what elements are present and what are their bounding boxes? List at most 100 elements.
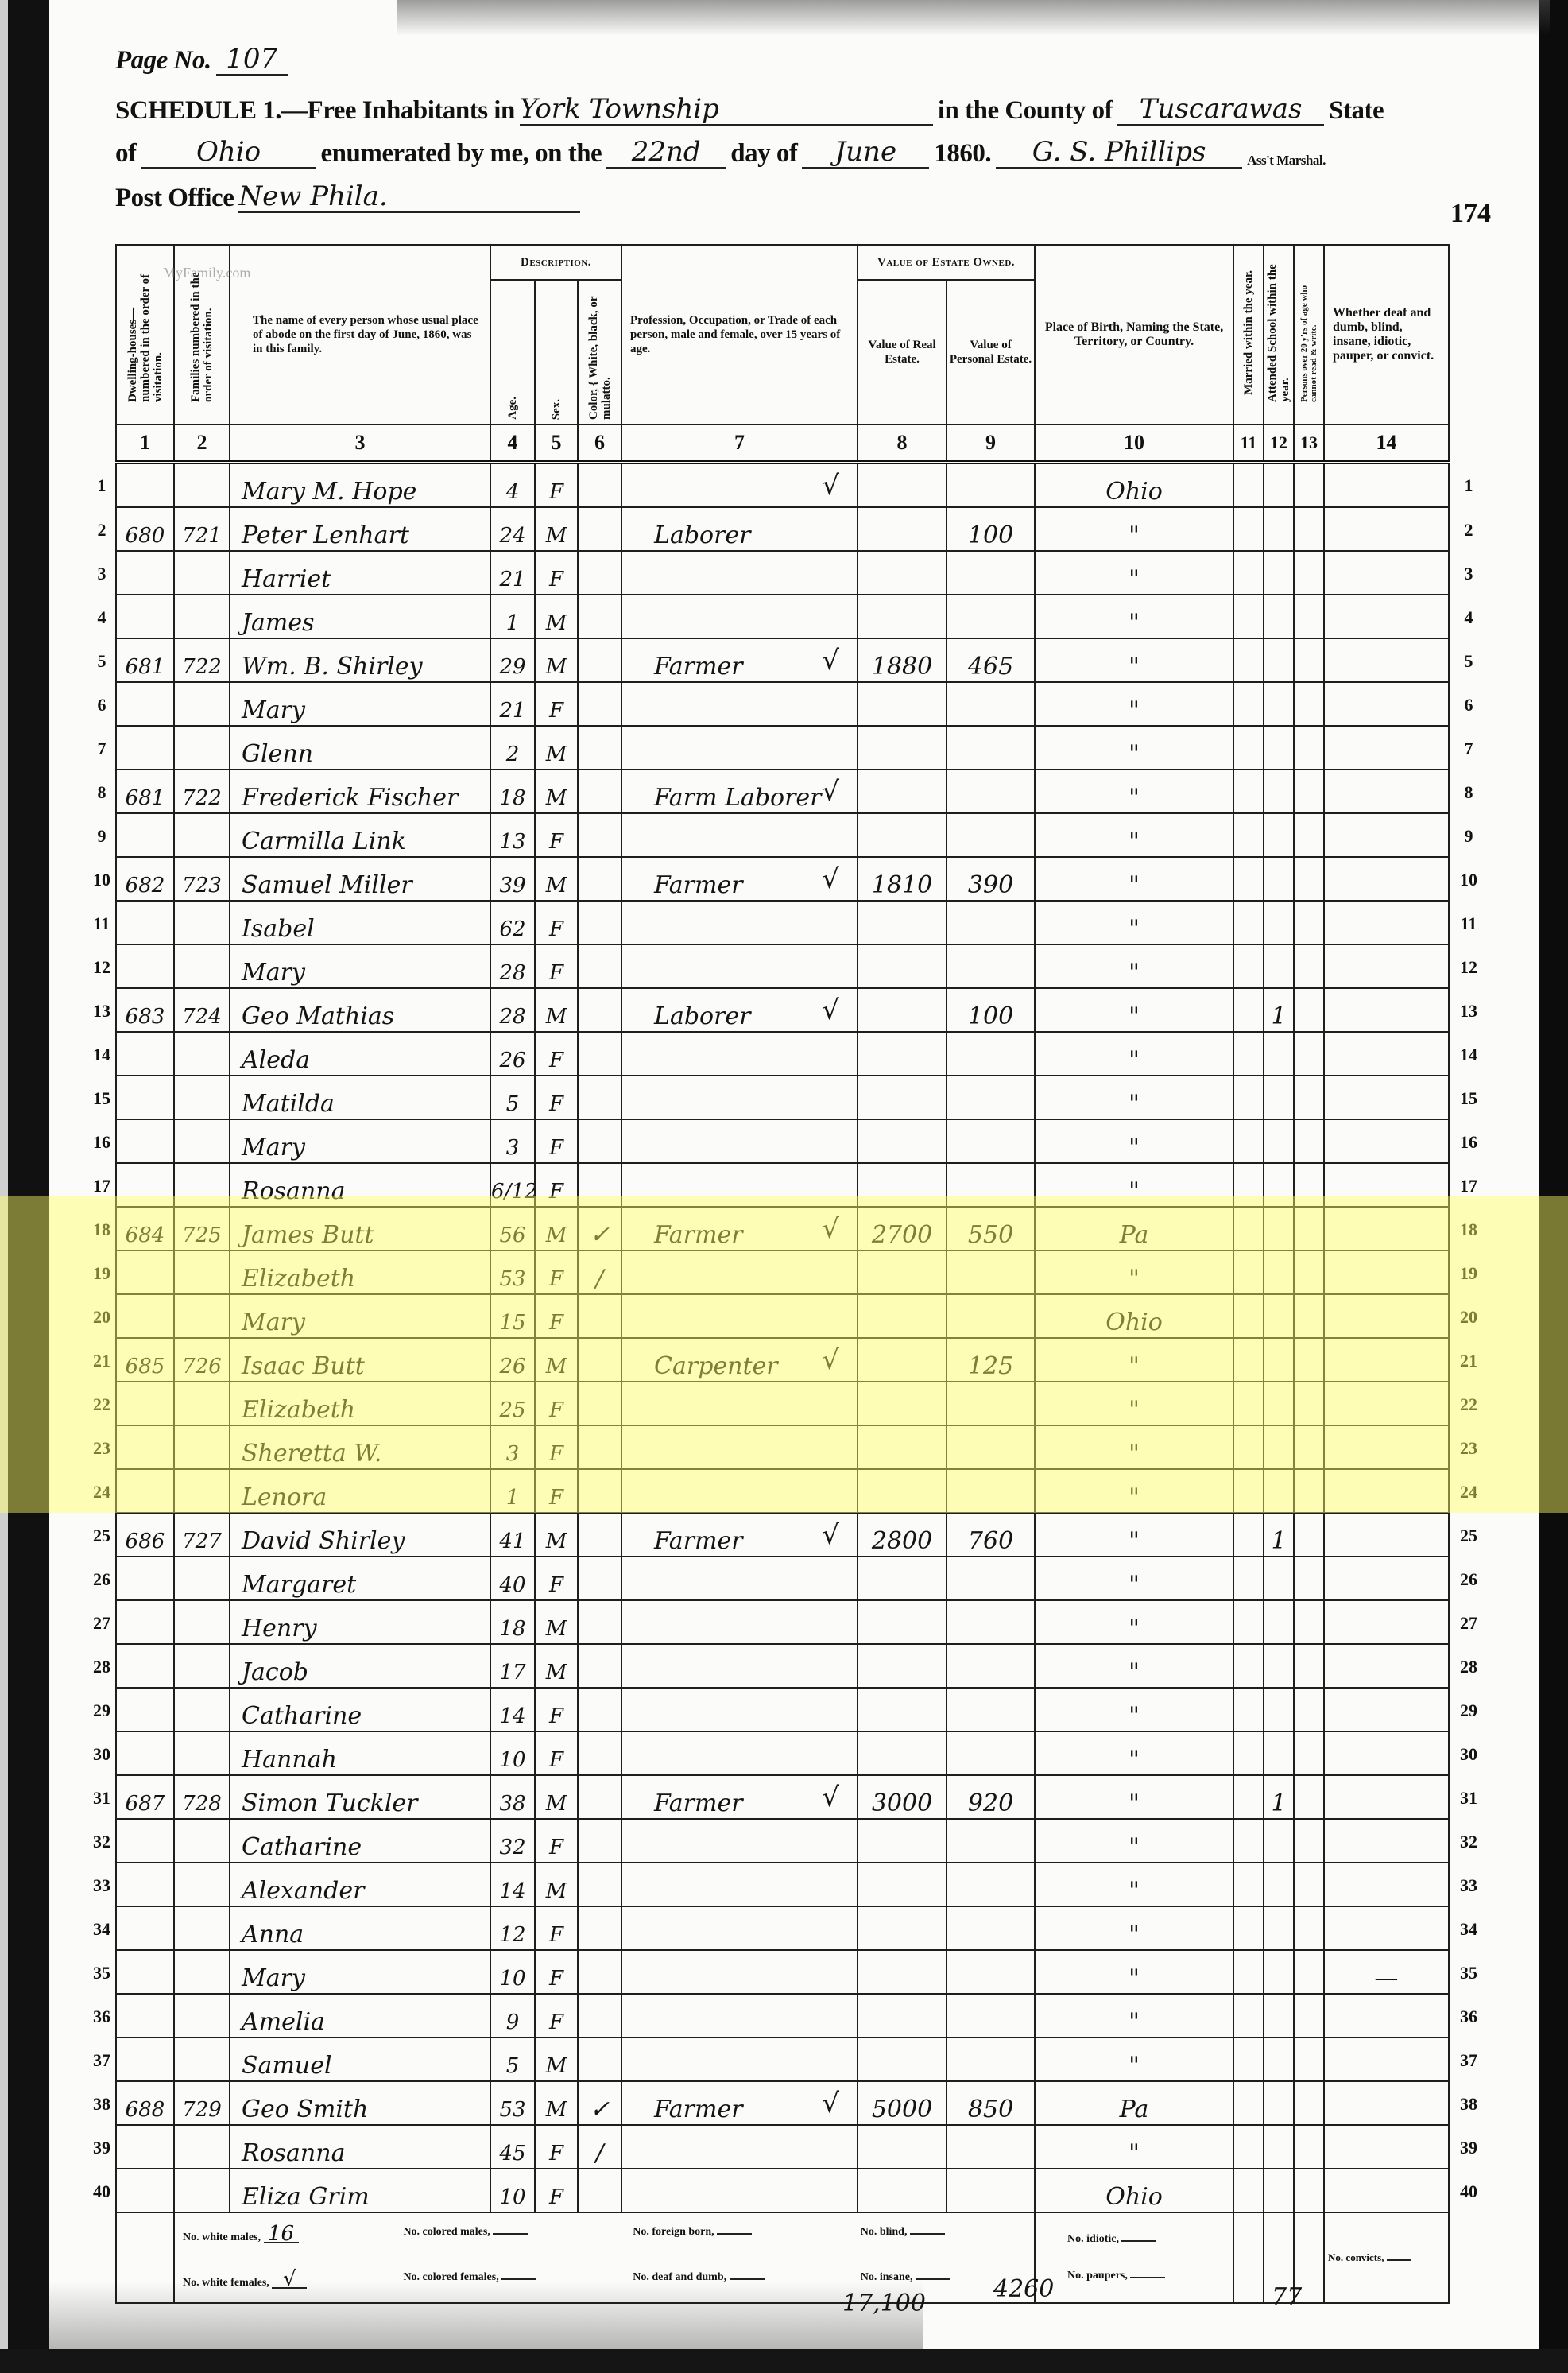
sex: M — [534, 2037, 579, 2082]
married-within-year — [1233, 1731, 1265, 1776]
birthplace: " — [1034, 1599, 1235, 1645]
color — [576, 944, 623, 989]
line-number-right: 14 — [1460, 1044, 1477, 1064]
census-row: Mary 15 F Ohio — [115, 1293, 1450, 1339]
cannot-read-write — [1293, 769, 1326, 814]
person-name: Geo Smith — [229, 2080, 491, 2126]
census-row: Amelia 9 F " — [115, 1993, 1450, 2038]
header-birthplace: Place of Birth, Naming the State, Territ… — [1034, 244, 1235, 425]
person-name: Isaac Butt — [229, 1337, 491, 1382]
header-school: Attended School within the year. — [1263, 244, 1295, 425]
cannot-read-write — [1293, 1075, 1326, 1120]
paupers-count: No. paupers, — [1067, 2270, 1232, 2282]
line-number-right: 38 — [1460, 2093, 1477, 2114]
occupation — [621, 900, 859, 945]
attended-school — [1263, 681, 1295, 727]
line-number-right: 35 — [1460, 1962, 1477, 1983]
birthplace: " — [1034, 856, 1235, 902]
real-estate-value — [857, 1731, 948, 1776]
real-estate-value — [857, 812, 948, 858]
personal-estate-value — [946, 1075, 1036, 1120]
sex: F — [534, 1162, 579, 1208]
cannot-read-write — [1293, 944, 1326, 989]
infirmity — [1323, 1818, 1450, 1863]
sex: M — [534, 1206, 579, 1251]
person-name: Amelia — [229, 1993, 491, 2038]
county-field: Tuscarawas — [1117, 94, 1325, 126]
person-name: Lenora — [229, 1468, 491, 1514]
infirmity — [1323, 1119, 1450, 1164]
line-number-right: 15 — [1460, 1088, 1477, 1108]
family-number — [173, 1906, 230, 1951]
family-number — [173, 1381, 230, 1426]
sex: F — [534, 1993, 579, 2038]
page-number: 107 — [215, 44, 288, 76]
birthplace: " — [1034, 1774, 1235, 1820]
column-number: 7 — [621, 424, 859, 464]
real-estate-value: 1880 — [857, 638, 948, 683]
color — [576, 1643, 623, 1689]
line-number-right: 28 — [1460, 1656, 1477, 1677]
family-number — [173, 1075, 230, 1120]
census-row: 683 724 Geo Mathias 28 M Laborer √ 100 " 1 — [115, 987, 1450, 1033]
occupation: Farm Laborer √ — [621, 769, 859, 814]
line-number-right: 31 — [1460, 1787, 1477, 1808]
line-number-right: 29 — [1460, 1700, 1477, 1720]
family-number — [173, 1862, 230, 1907]
sex: F — [534, 1818, 579, 1863]
family-number — [173, 1468, 230, 1514]
dwelling-number — [115, 2168, 175, 2213]
attended-school — [1263, 1687, 1295, 1732]
column-number: 1 — [115, 424, 175, 464]
white-males-count: No. white males, 16 — [183, 2224, 390, 2244]
sex: F — [534, 1731, 579, 1776]
attended-school — [1263, 1119, 1295, 1164]
cannot-read-write — [1293, 1425, 1326, 1470]
line-number-left: 22 — [93, 1394, 110, 1414]
occupation — [621, 1949, 859, 1995]
dwelling-number — [115, 944, 175, 989]
dwelling-number — [115, 725, 175, 770]
family-number — [173, 681, 230, 727]
dwelling-number — [115, 1162, 175, 1208]
color — [576, 1949, 623, 1995]
birthplace: " — [1034, 1119, 1235, 1164]
family-number: 727 — [173, 1512, 230, 1557]
dwelling-number: 687 — [115, 1774, 175, 1820]
attended-school — [1263, 1381, 1295, 1426]
census-row: Harriet 21 F " — [115, 550, 1450, 595]
real-estate-value — [857, 987, 948, 1033]
census-row: 682 723 Samuel Miller 39 M Farmer √ 1810 390 " — [115, 856, 1450, 902]
header-illiterate: Persons over 20 y'rs of age who cannot r… — [1293, 244, 1326, 425]
color — [576, 461, 623, 508]
cannot-read-write — [1293, 987, 1326, 1033]
header-occupation: Profession, Occupation, or Trade of each… — [621, 244, 859, 425]
line-number-right: 26 — [1460, 1568, 1477, 1589]
dwelling-number — [115, 1381, 175, 1426]
infirmity — [1323, 769, 1450, 814]
birthplace: " — [1034, 1731, 1235, 1776]
age: 29 — [490, 638, 536, 683]
personal-estate-value — [946, 1556, 1036, 1601]
attended-school — [1263, 1818, 1295, 1863]
line-number-right: 33 — [1460, 1875, 1477, 1895]
post-office-line: Post Office New Phila. — [115, 181, 585, 213]
family-number — [173, 1556, 230, 1601]
line-number-left: 25 — [93, 1525, 110, 1545]
person-name: Catharine — [229, 1687, 491, 1732]
sex: F — [534, 1468, 579, 1514]
age: 40 — [490, 1556, 536, 1601]
infirmity — [1323, 461, 1450, 508]
family-number — [173, 1031, 230, 1076]
cannot-read-write — [1293, 1337, 1326, 1382]
census-row: Mary 21 F " — [115, 681, 1450, 727]
line-number-right: 16 — [1460, 1131, 1477, 1152]
birthplace: Pa — [1034, 1206, 1235, 1251]
person-name: Mary — [229, 681, 491, 727]
family-number — [173, 2124, 230, 2169]
person-name: Mary M. Hope — [229, 461, 491, 508]
occupation — [621, 2037, 859, 2082]
sex: F — [534, 1949, 579, 1995]
line-number-left: 37 — [93, 2049, 110, 2070]
infirmity — [1323, 856, 1450, 902]
